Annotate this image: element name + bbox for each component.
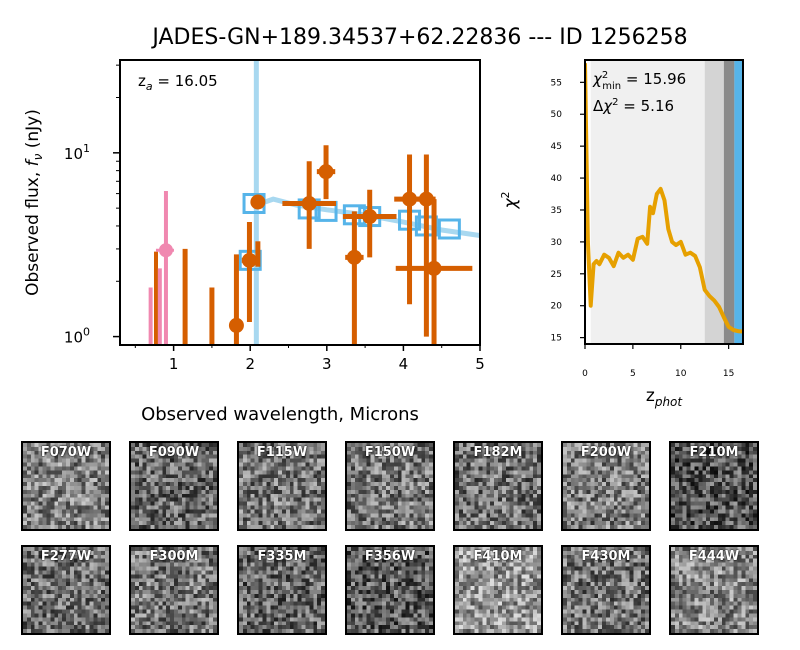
chi2-y-axis-label: χ2 [499, 191, 521, 209]
observed-point [228, 317, 244, 333]
cutout-filter-label: F277W [40, 549, 92, 564]
cutout-noise-image [671, 443, 757, 529]
cutout-filter-label: F300M [149, 549, 199, 564]
cutout-filter-label: F356W [364, 549, 416, 564]
chi2-axes-frame [584, 59, 744, 345]
sed-y-tick-label: 101 [64, 142, 90, 163]
cutout-filter-label: F150W [364, 445, 416, 460]
cutout-filter-label: F210M [689, 445, 739, 460]
chi2-panel: 0 5 10 15 15 20 25 30 35 40 45 50 55 χ2 min = 15.96 Δ… [499, 59, 744, 409]
observed-point [241, 252, 257, 268]
cutout-noise-image [563, 547, 649, 633]
cutout-noise-image [23, 547, 109, 633]
chi2-y-tick-label: 35 [551, 206, 562, 216]
cutout-noise-image [671, 547, 757, 633]
cutout-f200w: F200W [561, 441, 651, 531]
cutout-filter-label: F430M [581, 549, 631, 564]
observed-point [346, 249, 362, 265]
cutout-f070w: F070W [21, 441, 111, 531]
sed-plot-area [148, 60, 480, 345]
observed-point [362, 209, 378, 225]
observed-point [301, 195, 317, 211]
chi2-x-tick-label: 10 [675, 369, 687, 379]
chi2-x-tick-label: 5 [630, 369, 636, 379]
chi2-y-tick-label: 55 [551, 78, 562, 88]
cutout-filter-label: F335M [257, 549, 307, 564]
chi2-y-tick-label: 50 [551, 110, 563, 120]
chi2-min-annotation: χ2 min = 15.96 [592, 70, 686, 92]
chi2-y-tick-label: 15 [551, 334, 562, 344]
redshift-probability-band [734, 60, 743, 344]
chi2-x-tick-label: 0 [582, 369, 588, 379]
redshift-annotation: za = 16.05 [138, 72, 218, 93]
cutout-f210m: F210M [669, 441, 759, 531]
cutout-f444w: F444W [669, 545, 759, 635]
sed-axes-frame [119, 59, 481, 346]
chi2-x-tick-label: 15 [723, 369, 734, 379]
cutout-f430m: F430M [561, 545, 651, 635]
chi2-x-axis-label: zphot [646, 386, 684, 409]
chi2-y-tick-label: 20 [551, 302, 563, 312]
cutout-noise-image [23, 443, 109, 529]
cutout-noise-image [455, 547, 541, 633]
redshift-probability-band [704, 60, 724, 344]
figure-title: JADES-GN+189.34537+62.22836 --- ID 12562… [150, 25, 687, 50]
sed-x-tick-label: 5 [475, 355, 485, 373]
sed-panel: 1 2 3 4 5 100 101 za = 16.05 Observed waveleng… [23, 59, 485, 425]
cutout-filter-label: F115W [256, 445, 308, 460]
sed-x-tick-label: 1 [169, 355, 179, 373]
chi2-plot-area [585, 60, 743, 344]
chi2-y-tick-label: 40 [551, 174, 563, 184]
chi2-y-tick-label: 45 [551, 142, 562, 152]
cutout-noise-image [347, 547, 433, 633]
sed-y-axis-label: Observed flux, fν (nJy) [23, 109, 45, 296]
chi2-y-tick-label: 25 [551, 270, 562, 280]
cutout-f410m: F410M [453, 545, 543, 635]
sed-x-tick-label: 2 [245, 355, 255, 373]
cutout-filter-label: F200W [580, 445, 632, 460]
cutout-f182m: F182M [453, 441, 543, 531]
cutout-f300m: F300M [129, 545, 219, 635]
cutout-noise-image [239, 547, 325, 633]
sed-x-tick-label: 4 [399, 355, 409, 373]
cutout-f335m: F335M [237, 545, 327, 635]
chi2-curve [585, 63, 743, 334]
cutout-f090w: F090W [129, 441, 219, 531]
cutout-noise-image [131, 443, 217, 529]
sed-y-tick-label: 100 [64, 326, 90, 347]
cutout-filter-label: F090W [148, 445, 200, 460]
cutout-noise-image [455, 443, 541, 529]
cutout-filter-label: F410M [473, 549, 523, 564]
cutout-noise-image [563, 443, 649, 529]
cutout-f277w: F277W [21, 545, 111, 635]
cutout-filter-label: F444W [688, 549, 740, 564]
delta-chi2-annotation: Δχ2 = 5.16 [593, 97, 674, 115]
observed-point [250, 194, 266, 210]
cutout-filter-label: F070W [40, 445, 92, 460]
sed-x-axis-label: Observed wavelength, Microns [141, 404, 419, 425]
cutout-noise-image [239, 443, 325, 529]
redshift-probability-band [590, 60, 705, 344]
sed-x-tick-label: 3 [322, 355, 332, 373]
observed-point [318, 164, 334, 180]
short-wave-point [158, 243, 173, 258]
cutout-noise-image [131, 547, 217, 633]
cutout-f150w: F150W [345, 441, 435, 531]
cutout-f356w: F356W [345, 545, 435, 635]
redshift-probability-band [723, 60, 735, 344]
observed-point [418, 191, 434, 207]
observed-point [402, 191, 418, 207]
cutout-f115w: F115W [237, 441, 327, 531]
cutout-filter-label: F182M [473, 445, 523, 460]
cutout-noise-image [347, 443, 433, 529]
chi2-y-tick-label: 30 [551, 238, 563, 248]
observed-point [426, 260, 442, 276]
model-photometry-point [437, 218, 461, 240]
